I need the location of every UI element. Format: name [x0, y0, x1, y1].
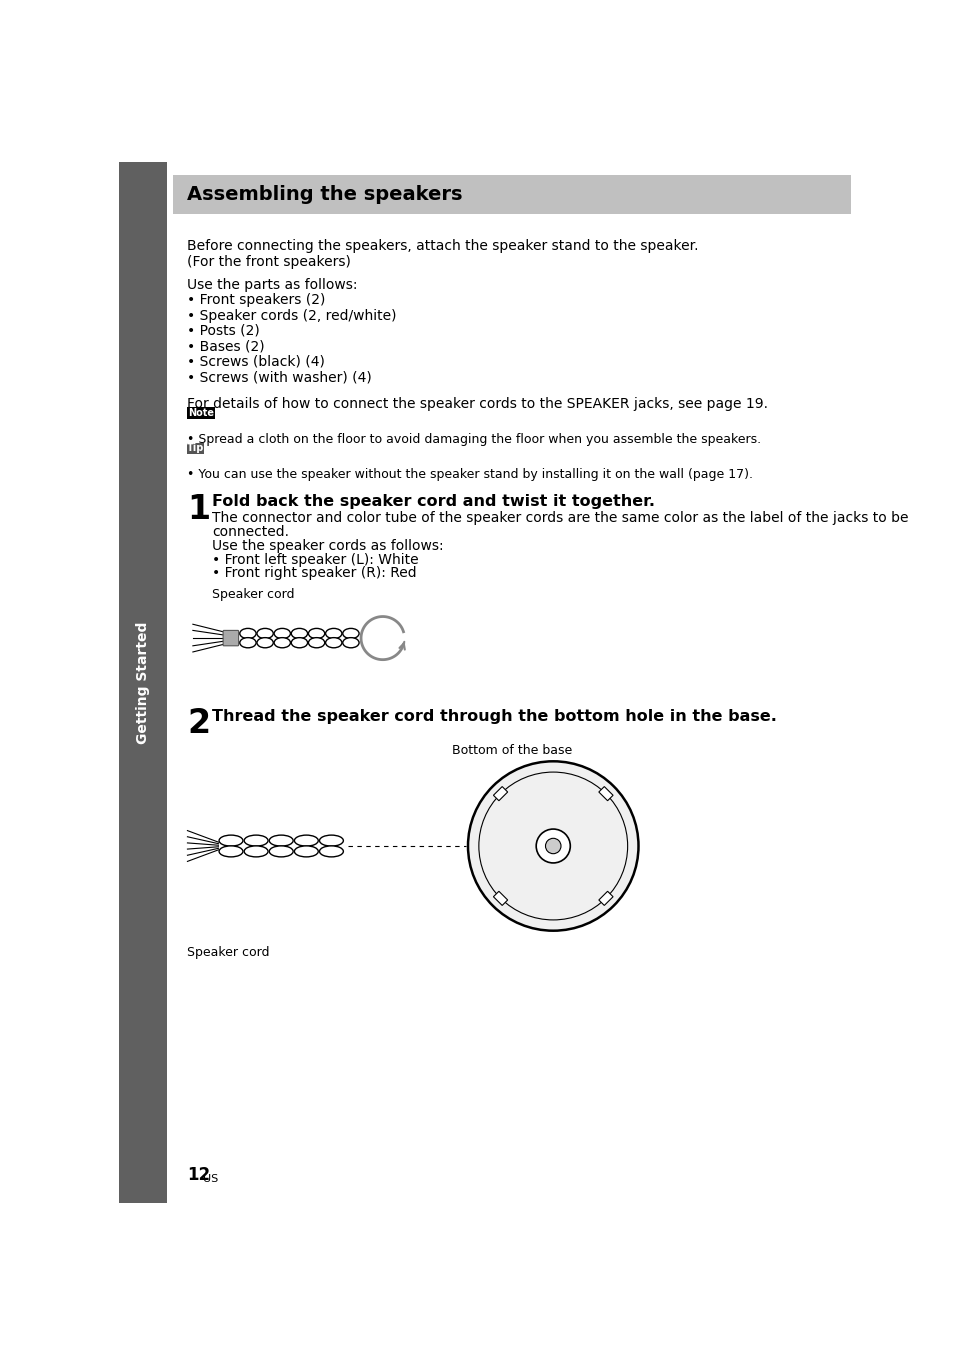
Ellipse shape [244, 846, 268, 857]
Ellipse shape [269, 846, 293, 857]
Text: • Speaker cords (2, red/white): • Speaker cords (2, red/white) [187, 308, 396, 323]
Ellipse shape [239, 638, 255, 648]
FancyBboxPatch shape [493, 787, 507, 800]
Text: 2: 2 [187, 707, 211, 741]
Text: Speaker cord: Speaker cord [212, 588, 294, 602]
FancyBboxPatch shape [598, 787, 613, 800]
Text: Before connecting the speakers, attach the speaker stand to the speaker.: Before connecting the speakers, attach t… [187, 239, 699, 253]
Circle shape [536, 829, 570, 863]
Text: • Screws (black) (4): • Screws (black) (4) [187, 354, 325, 369]
Text: • Screws (with washer) (4): • Screws (with washer) (4) [187, 370, 372, 384]
Text: connected.: connected. [212, 525, 289, 539]
FancyBboxPatch shape [493, 891, 507, 906]
Ellipse shape [308, 638, 324, 648]
FancyBboxPatch shape [223, 630, 238, 646]
FancyBboxPatch shape [119, 162, 167, 1203]
Ellipse shape [291, 638, 307, 648]
Text: For details of how to connect the speaker cords to the SPEAKER jacks, see page 1: For details of how to connect the speake… [187, 397, 768, 411]
Ellipse shape [325, 629, 341, 638]
Ellipse shape [342, 629, 358, 638]
Ellipse shape [244, 836, 268, 846]
FancyBboxPatch shape [598, 891, 613, 906]
Ellipse shape [319, 836, 343, 846]
Text: (For the front speakers): (For the front speakers) [187, 254, 351, 269]
Text: Use the speaker cords as follows:: Use the speaker cords as follows: [212, 538, 443, 553]
Text: • You can use the speaker without the speaker stand by installing it on the wall: • You can use the speaker without the sp… [187, 468, 753, 481]
Text: Fold back the speaker cord and twist it together.: Fold back the speaker cord and twist it … [212, 493, 655, 510]
Ellipse shape [219, 836, 243, 846]
Ellipse shape [294, 846, 318, 857]
Circle shape [545, 838, 560, 853]
Text: 12: 12 [187, 1165, 211, 1184]
Ellipse shape [239, 629, 255, 638]
Text: Speaker cord: Speaker cord [187, 946, 270, 959]
Text: The connector and color tube of the speaker cords are the same color as the labe: The connector and color tube of the spea… [212, 511, 908, 525]
Text: Getting Started: Getting Started [136, 622, 151, 744]
Text: • Posts (2): • Posts (2) [187, 324, 260, 338]
Text: Thread the speaker cord through the bottom hole in the base.: Thread the speaker cord through the bott… [212, 708, 777, 723]
Text: • Spread a cloth on the floor to avoid damaging the floor when you assemble the : • Spread a cloth on the floor to avoid d… [187, 433, 760, 446]
Text: Tip: Tip [187, 443, 205, 453]
Ellipse shape [325, 638, 341, 648]
Text: Note: Note [188, 408, 214, 418]
Ellipse shape [256, 629, 273, 638]
Circle shape [468, 761, 638, 930]
Ellipse shape [294, 836, 318, 846]
Text: • Front left speaker (L): White: • Front left speaker (L): White [212, 553, 418, 566]
Ellipse shape [342, 638, 358, 648]
Ellipse shape [274, 638, 290, 648]
Text: • Front speakers (2): • Front speakers (2) [187, 293, 326, 307]
Text: • Front right speaker (R): Red: • Front right speaker (R): Red [212, 566, 416, 580]
Ellipse shape [269, 836, 293, 846]
Text: Bottom of the base: Bottom of the base [452, 745, 572, 757]
FancyBboxPatch shape [187, 407, 215, 419]
Text: • Bases (2): • Bases (2) [187, 339, 265, 353]
Ellipse shape [274, 629, 290, 638]
Ellipse shape [219, 846, 243, 857]
Ellipse shape [256, 638, 273, 648]
Ellipse shape [291, 629, 307, 638]
Text: Use the parts as follows:: Use the parts as follows: [187, 277, 357, 292]
Ellipse shape [319, 846, 343, 857]
Text: Assembling the speakers: Assembling the speakers [187, 185, 462, 204]
Ellipse shape [308, 629, 324, 638]
FancyBboxPatch shape [187, 442, 204, 454]
FancyBboxPatch shape [173, 176, 850, 214]
Text: US: US [203, 1174, 218, 1184]
Text: 1: 1 [187, 492, 211, 526]
